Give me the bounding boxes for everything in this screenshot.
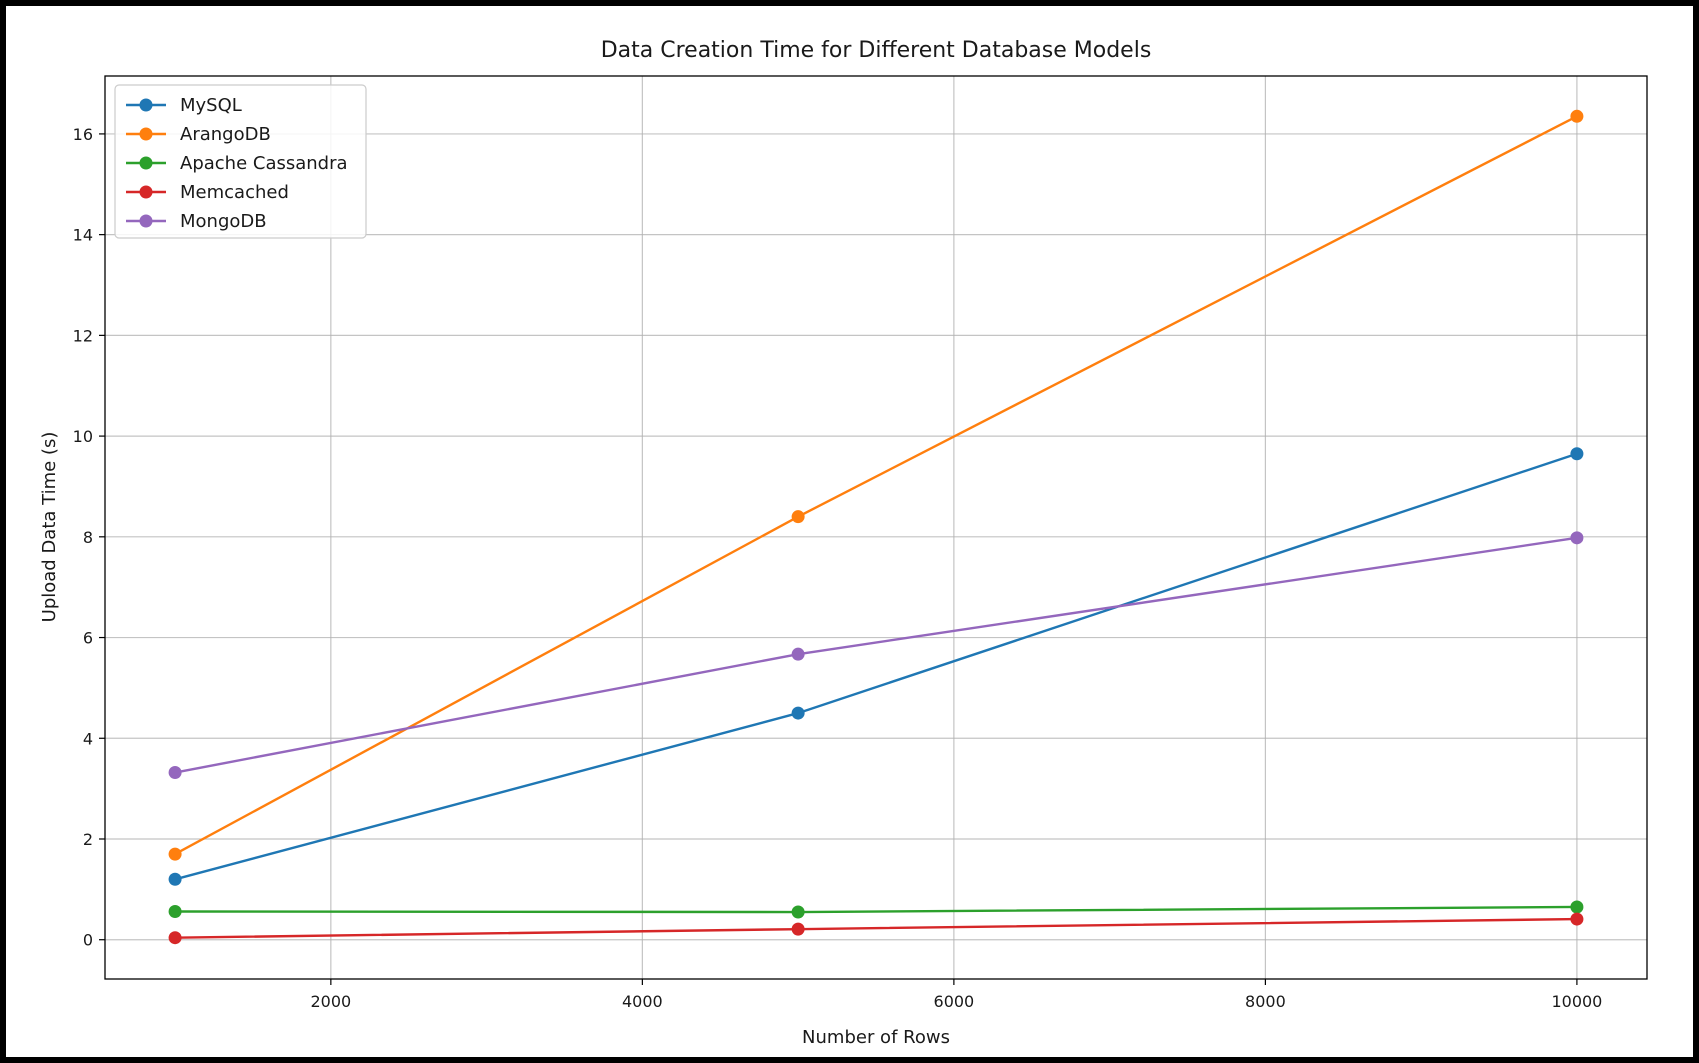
gridlines	[105, 76, 1647, 979]
series-mysql	[168, 447, 1584, 886]
y-tick-label: 16	[73, 125, 93, 144]
y-tick-label: 4	[83, 729, 93, 748]
data-point-memcached	[1570, 912, 1584, 926]
legend-label-mysql: MySQL	[180, 95, 242, 116]
y-tick-label: 6	[83, 629, 93, 648]
legend-marker-memcached	[139, 185, 153, 199]
y-tick-label: 2	[83, 830, 93, 849]
data-point-arangodb	[1570, 109, 1584, 123]
data-point-apache-cassandra	[1570, 900, 1584, 914]
data-point-memcached	[791, 922, 805, 936]
legend: MySQL ArangoDB Apache Cassandra Memcached Mo…	[114, 84, 367, 239]
legend-label-mongodb: MongoDB	[180, 211, 267, 232]
chart-title: Data Creation Time for Different Databas…	[601, 38, 1152, 63]
x-tick-label: 8000	[1245, 992, 1286, 1011]
legend-marker-mysql	[139, 98, 153, 112]
axis-ticks: 2000 4000 6000 8000 10000 0 2 4 6 8 10 12 14 16	[73, 125, 1603, 1011]
y-tick-label: 10	[73, 427, 93, 446]
legend-item-apache-cassandra: Apache Cassandra	[126, 153, 348, 174]
data-point-mongodb	[791, 647, 805, 661]
legend-marker-apache-cassandra	[139, 156, 153, 170]
legend-item-mongodb: MongoDB	[126, 211, 267, 232]
data-point-apache-cassandra	[168, 905, 182, 919]
legend-marker-mongodb	[139, 214, 153, 228]
data-point-mysql	[1570, 447, 1584, 461]
legend-label-memcached: Memcached	[180, 182, 289, 203]
data-point-mongodb	[1570, 531, 1584, 545]
x-tick-label: 2000	[310, 992, 351, 1011]
series-group	[168, 109, 1584, 945]
legend-item-mysql: MySQL	[126, 95, 242, 116]
x-tick-label: 6000	[934, 992, 975, 1011]
series-apache-cassandra	[168, 900, 1584, 919]
legend-item-memcached: Memcached	[126, 182, 289, 203]
series-memcached	[168, 912, 1584, 945]
x-tick-label: 4000	[622, 992, 663, 1011]
plot-area-border	[104, 75, 1648, 980]
data-point-mysql	[791, 706, 805, 720]
legend-label-arangodb: ArangoDB	[180, 124, 271, 145]
x-axis-label: Number of Rows	[802, 1027, 950, 1048]
y-tick-label: 0	[83, 931, 93, 950]
data-point-arangodb	[791, 510, 805, 524]
legend-items: MySQL ArangoDB Apache Cassandra Memcached Mo…	[126, 95, 348, 232]
x-tick-label: 10000	[1551, 992, 1602, 1011]
y-tick-label: 8	[83, 528, 93, 547]
data-point-mongodb	[168, 766, 182, 780]
data-point-apache-cassandra	[791, 905, 805, 919]
y-tick-label: 14	[73, 226, 93, 245]
series-arangodb	[168, 109, 1584, 861]
data-point-memcached	[168, 931, 182, 945]
legend-box	[114, 84, 367, 239]
y-tick-label: 12	[73, 326, 93, 345]
legend-label-apache-cassandra: Apache Cassandra	[180, 153, 348, 174]
legend-marker-arangodb	[139, 127, 153, 141]
series-mongodb	[168, 531, 1584, 780]
y-axis-label: Upload Data Time (s)	[39, 432, 60, 623]
data-point-arangodb	[168, 847, 182, 861]
legend-item-arangodb: ArangoDB	[126, 124, 271, 145]
line-chart: 2000 4000 6000 8000 10000 0 2 4 6 8 10 12 14 16 Data …	[39, 38, 1648, 1048]
data-point-mysql	[168, 872, 182, 886]
